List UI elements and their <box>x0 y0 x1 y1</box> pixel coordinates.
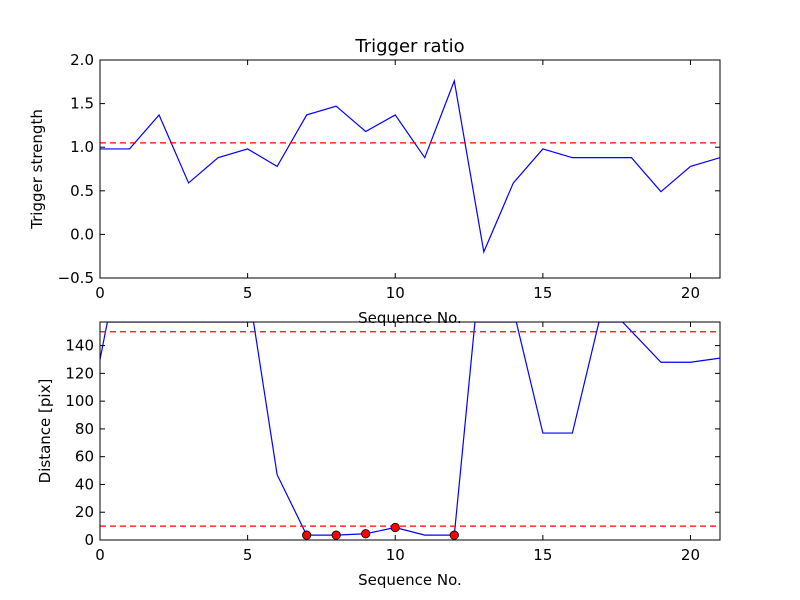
data-point-marker <box>361 529 371 539</box>
x-tick-label: 5 <box>243 546 253 564</box>
x-axis-label: Sequence No. <box>358 571 462 589</box>
y-tick-label: 0.5 <box>70 182 94 200</box>
distance-panel: 0 5 10 15 20 0 20 40 60 80 100 120 140 Sequence No. Di… <box>36 321 721 589</box>
x-tick-label: 0 <box>95 546 105 564</box>
x-tick-label: 20 <box>681 546 700 564</box>
data-point-marker <box>390 522 400 533</box>
x-axis-label: Sequence No. <box>358 309 462 327</box>
x-tick-label: 0 <box>95 284 105 302</box>
data-point-marker <box>331 530 341 540</box>
data-point-marker <box>449 530 459 540</box>
y-tick-label: 20 <box>75 503 94 521</box>
y-tick-label: 1.0 <box>70 138 94 156</box>
x-tick-label: 5 <box>243 284 253 302</box>
y-tick-label: 1.5 <box>70 95 94 113</box>
x-tick-label: 15 <box>533 546 552 564</box>
y-axis-label: Trigger strength <box>28 109 46 230</box>
plot-frame <box>99 321 721 541</box>
x-tick-label: 10 <box>386 546 405 564</box>
y-tick-label: 120 <box>65 364 94 382</box>
plot-frame <box>99 59 721 279</box>
y-tick-label: 0 <box>84 531 94 549</box>
x-tick-label: 20 <box>681 284 700 302</box>
y-tick-label: 140 <box>65 337 94 355</box>
series-line <box>100 78 720 254</box>
y-tick-label: 0.0 <box>70 225 94 243</box>
y-tick-label: 100 <box>65 392 94 410</box>
chart-title: Trigger ratio <box>354 36 464 57</box>
data-point-marker <box>302 530 312 540</box>
x-tick-label: 15 <box>533 284 552 302</box>
y-tick-label: 60 <box>75 448 94 466</box>
trigger-ratio-panel: 0 5 10 15 20 −0.5 0.0 0.5 1.0 1.5 2.0 Sequence No. T… <box>28 36 721 327</box>
y-tick-label: 40 <box>75 475 94 493</box>
series-line <box>100 322 720 536</box>
y-tick-label: 2.0 <box>70 51 94 69</box>
y-axis-label: Distance [pix] <box>36 379 54 484</box>
y-tick-label: 80 <box>75 420 94 438</box>
x-tick-label: 10 <box>386 284 405 302</box>
y-tick-label: −0.5 <box>58 269 94 287</box>
